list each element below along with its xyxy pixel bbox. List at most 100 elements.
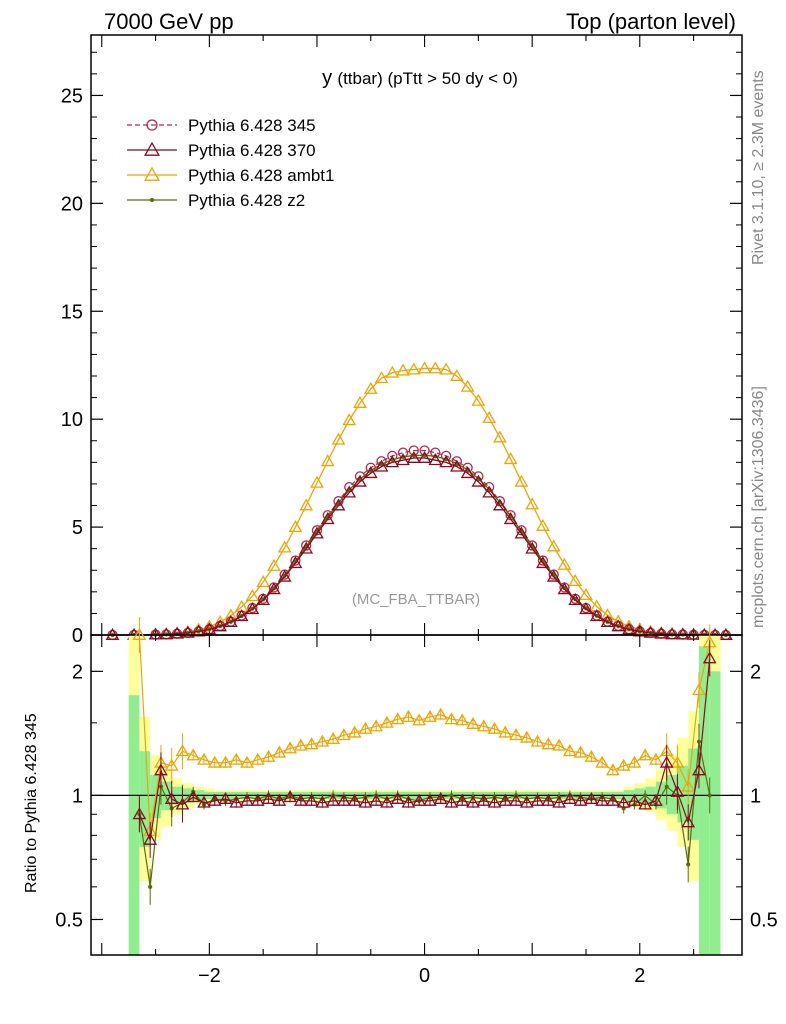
legend-label: Pythia 6.428 ambt1	[188, 166, 334, 185]
ratio-line-pythia-6-428-z2	[138, 741, 711, 887]
ratio-point	[552, 738, 566, 751]
ratio-point	[681, 779, 696, 792]
data-point	[290, 555, 301, 566]
data-point	[213, 619, 227, 632]
ratio-point	[164, 791, 179, 804]
series-line-pythia-6-428-z2	[112, 454, 726, 636]
ratio-ytick-label: 0.5	[55, 909, 83, 931]
ratio-point	[487, 721, 502, 734]
ratio-point	[132, 627, 147, 640]
data-point	[396, 453, 410, 466]
ratio-point	[261, 791, 276, 804]
data-point	[460, 466, 475, 479]
data-point	[288, 520, 303, 533]
legend-marker	[143, 141, 161, 156]
ratio-point	[498, 725, 513, 738]
watermark: (MC_FBA_TTBAR)	[352, 591, 480, 608]
ratio-point	[541, 793, 556, 806]
ratio-point	[250, 752, 265, 765]
ratio-point	[293, 738, 308, 751]
ratio-point	[261, 749, 276, 762]
data-point	[320, 454, 335, 467]
data-point	[299, 498, 314, 511]
green-band-bin	[139, 751, 151, 847]
ratio-point	[541, 737, 556, 750]
ratio-point	[197, 752, 211, 765]
ratio-point	[616, 795, 631, 808]
ratio-series-pythia-6-428-z2	[137, 723, 712, 905]
ratio-point	[412, 713, 427, 726]
data-point	[514, 474, 529, 487]
data-point	[579, 588, 593, 601]
ratio-point	[519, 730, 534, 743]
ratio-point	[519, 795, 534, 808]
legend-label: Pythia 6.428 z2	[188, 191, 305, 210]
green-band-bin	[128, 695, 140, 955]
ratio-ytick-label: 1	[72, 785, 83, 807]
data-point	[611, 619, 626, 632]
ratio-point	[466, 716, 480, 729]
ratio-point	[487, 795, 502, 808]
ratio-point	[670, 784, 685, 797]
ratio-point	[552, 795, 566, 808]
ratio-point	[455, 713, 470, 726]
main-ytick-label: 5	[72, 517, 83, 539]
ratio-point	[686, 862, 691, 867]
data-point	[342, 485, 357, 498]
data-point	[589, 609, 604, 622]
data-point	[331, 498, 346, 511]
data-point	[527, 540, 538, 551]
data-point	[428, 453, 443, 466]
series-pythia-6-428-370	[105, 450, 733, 640]
legend: Pythia 6.428 345 Pythia 6.428 370 Pythia 6…	[127, 116, 334, 210]
main-axis-ticks: 0 5 10 15 20 25	[61, 35, 742, 647]
data-point	[385, 365, 400, 378]
ratio-point	[692, 683, 706, 696]
ratio-point	[659, 755, 674, 768]
data-point	[632, 622, 647, 635]
green-band-bin	[698, 646, 710, 955]
ratio-series-pythia-6-428-ambt1	[132, 617, 717, 849]
data-point	[675, 627, 690, 640]
green-band-bin	[677, 765, 689, 823]
ratio-point	[643, 793, 648, 798]
ratio-point	[530, 793, 545, 806]
data-point	[525, 497, 540, 510]
data-point	[537, 555, 549, 566]
ratio-point	[336, 728, 351, 741]
ratio-point	[498, 793, 513, 806]
ratio-ytick-label-right: 1	[750, 785, 761, 807]
ratio-ytick-label-right: 2	[750, 661, 761, 683]
ratio-point	[466, 795, 480, 808]
data-point	[310, 526, 324, 539]
ratio-point	[444, 795, 459, 808]
green-band-bin	[709, 671, 721, 955]
ratio-point	[304, 793, 319, 806]
main-ytick-label: 10	[61, 409, 83, 431]
ratio-point	[444, 712, 459, 725]
ratio-point	[207, 755, 222, 768]
ratio-point	[638, 748, 653, 761]
series-pythia-6-428-345	[107, 445, 732, 641]
legend-entry-pythia-6-428-z2: Pythia 6.428 z2	[127, 191, 305, 210]
ratio-point	[358, 795, 373, 808]
ratio-point	[412, 793, 427, 806]
data-point	[557, 582, 572, 595]
data-point	[256, 592, 271, 605]
data-point	[503, 512, 518, 525]
data-point	[600, 608, 615, 621]
data-point	[406, 362, 421, 375]
ratio-point	[595, 793, 609, 806]
series-pythia-6-428-z2	[110, 453, 728, 638]
plot-title-rest: (ttbar) (pTtt > 50 dy < 0)	[337, 69, 517, 88]
data-point	[514, 526, 529, 539]
data-point	[374, 459, 389, 472]
data-point	[320, 512, 335, 525]
data-point	[363, 381, 378, 394]
data-point	[301, 540, 312, 551]
legend-label: Pythia 6.428 370	[188, 141, 316, 160]
legend-entry-pythia-6-428-ambt1: Pythia 6.428 ambt1	[127, 166, 334, 185]
ratio-point	[423, 793, 437, 806]
data-point	[568, 573, 583, 587]
ratio-point	[154, 763, 168, 776]
